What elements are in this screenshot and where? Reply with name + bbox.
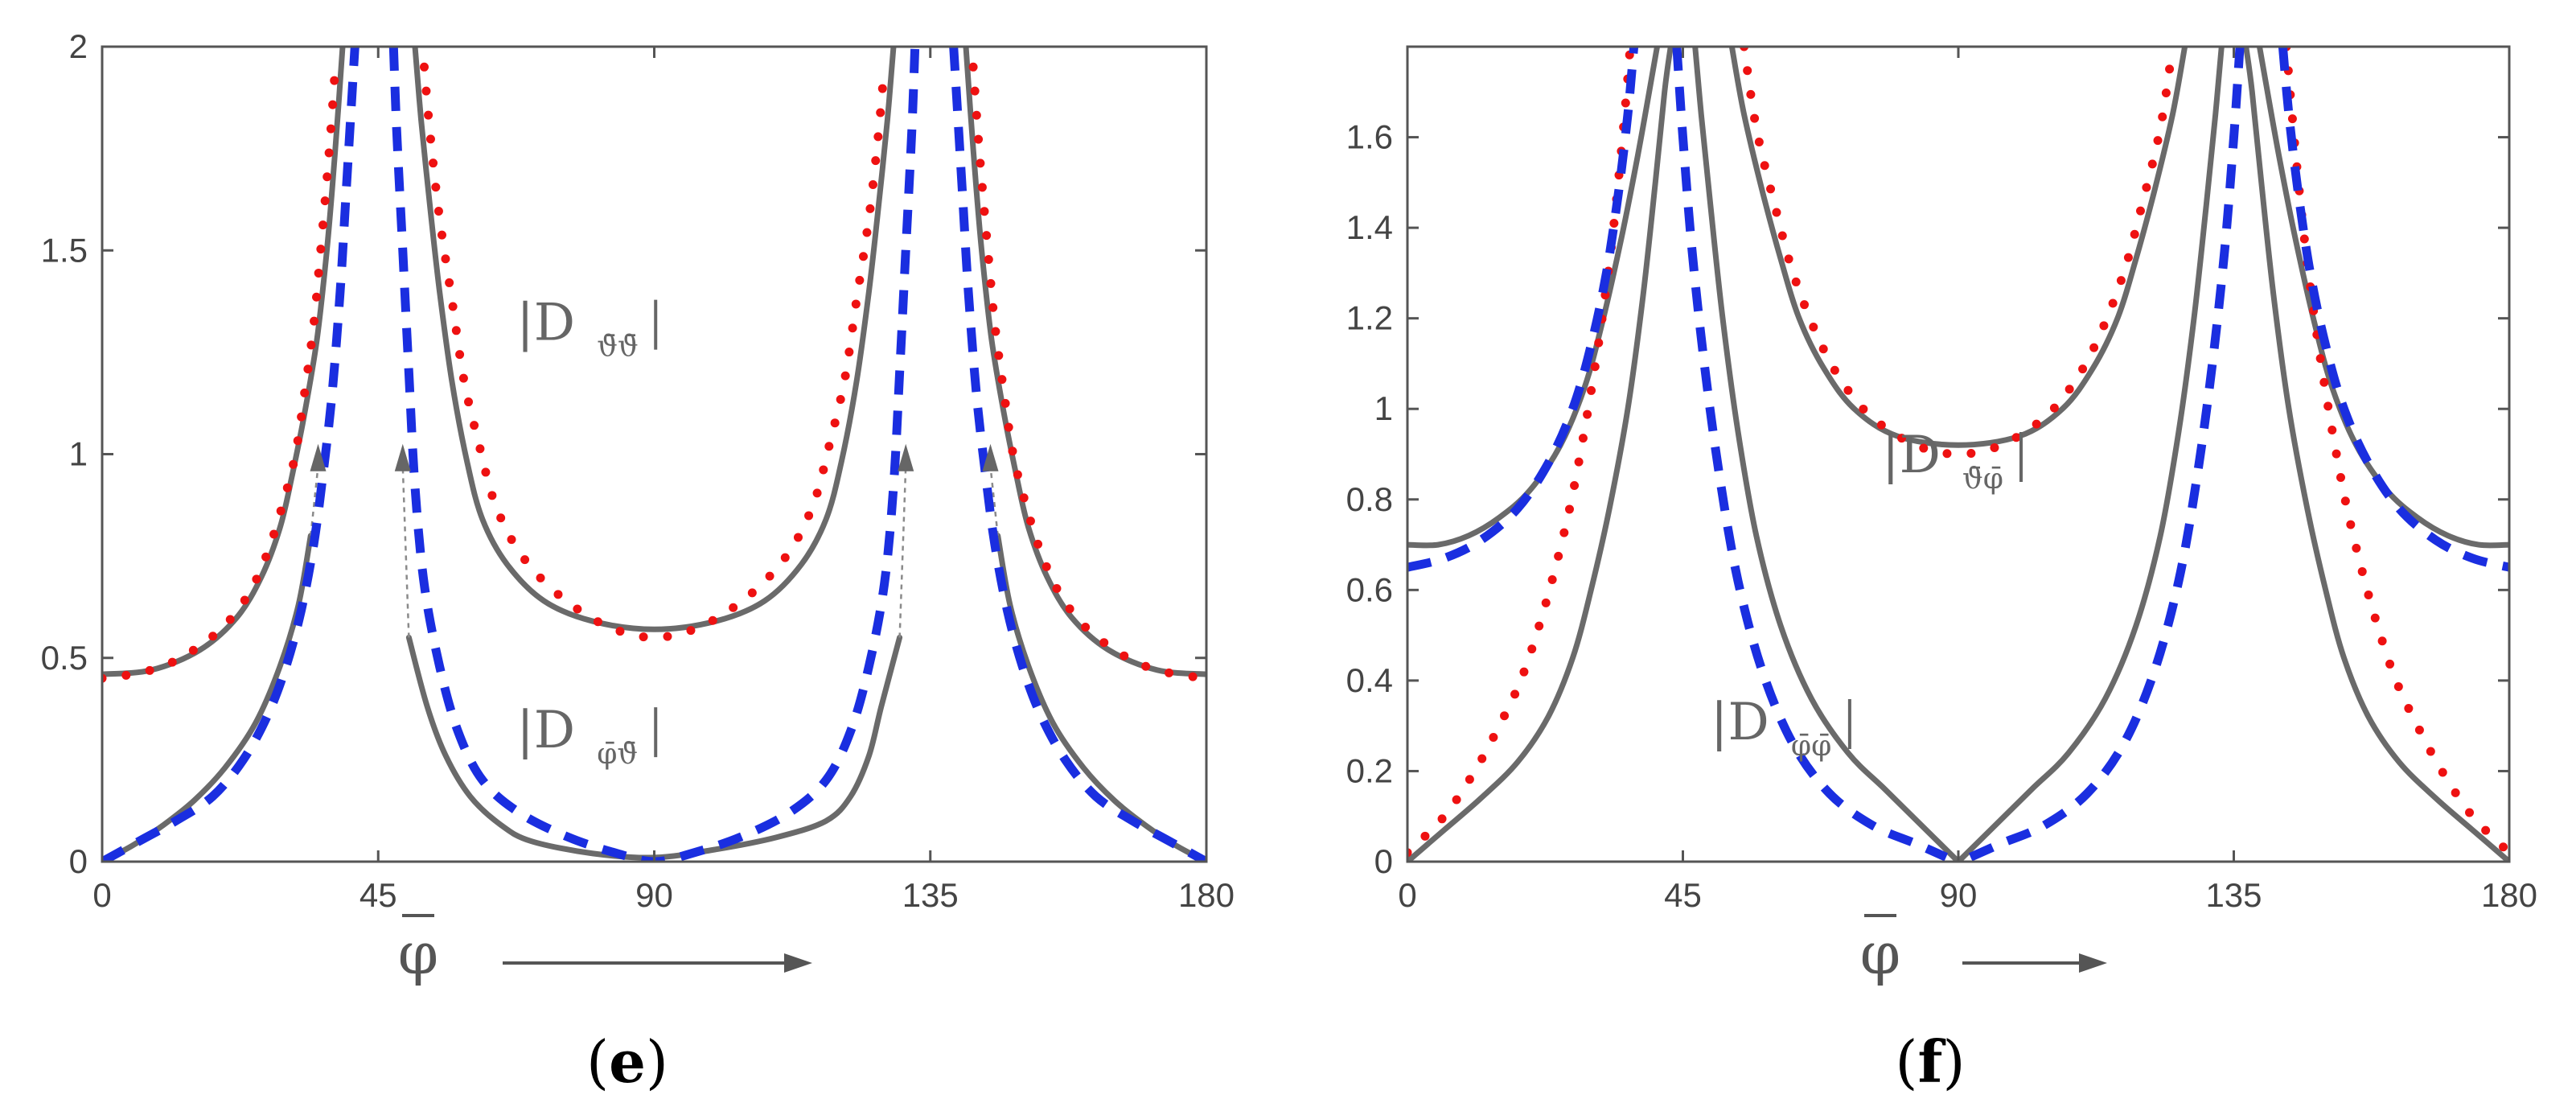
panel-e-connector-arrowhead-8 xyxy=(898,443,914,471)
panel-e-x-tick-label-0: 0 xyxy=(92,876,111,914)
panel-e-caption: (e) xyxy=(586,1027,668,1096)
panel-f-series-10-dashed-blue xyxy=(1407,47,1639,572)
panel-e-curve-label-0-sub: ϑ̄ϑ̄ xyxy=(597,331,638,364)
panel-f-curve-label-1: |D φ̄φ̄ xyxy=(1711,693,1851,763)
panel-f-curve-label-0: |D ϑ̄φ̄ xyxy=(1882,426,2023,496)
panel-f-curve-label-1-sub: φ̄φ̄ xyxy=(1791,730,1831,763)
panel-e-series-10-dotted-red xyxy=(102,62,340,683)
panel-e-y-tick-label-3: 1.5 xyxy=(41,231,88,269)
panel-f-caption: (f) xyxy=(1895,1027,1965,1096)
panel-f-x-tick-label-3: 135 xyxy=(2205,876,2262,914)
panel-e-series-11-dotted-red xyxy=(420,62,889,642)
panel-f-axes: 0 45 90 135 180 0 0.2 0.4 0.6 0.8 1 1.2 1.4 1.6 xyxy=(1346,47,2537,914)
panel-f-y-tick-label-7: 1.4 xyxy=(1346,208,1393,246)
panel-e-x-tick-label-3: 135 xyxy=(902,876,959,914)
panel-e-series-6-thin-dashed-gray xyxy=(310,466,319,536)
panel-f-x-tick-label-2: 90 xyxy=(1940,876,1978,914)
panel-f-series-12-dashed-blue xyxy=(1968,47,2245,862)
panel-f-x-tick-label-4: 180 xyxy=(2481,876,2537,914)
panel-f-series-9-dotted-red xyxy=(2282,47,2509,858)
panel-e-series-1-solid-gray xyxy=(412,47,897,632)
panel-e-curve-label-1-sub: φ̄ϑ̄ xyxy=(597,738,638,771)
panel-e-x-arrow xyxy=(503,953,812,973)
panel-f-series-11-dashed-blue xyxy=(1672,47,1949,862)
panel-f-caption-letter: f xyxy=(1918,1027,1946,1096)
panel-f-series-3-solid-gray xyxy=(1407,47,1674,862)
panel-e-x-tick-label-4: 180 xyxy=(1178,876,1235,914)
panel-e-series-13-dashed-blue xyxy=(102,47,359,862)
panel-e-series-14-dashed-blue xyxy=(388,47,920,862)
panel-f-annotations: |D ϑ̄φ̄ |D φ̄φ̄ xyxy=(1711,426,2023,763)
panel-f-series-4-solid-gray xyxy=(1692,47,1962,862)
panel-e-connector-arrowhead-7 xyxy=(394,443,411,471)
panel-f-y-tick-label-3: 0.6 xyxy=(1346,570,1393,608)
panel-f-chart: |D ϑ̄φ̄ |D φ̄φ̄ 0 45 90 135 180 0 0.2 0.4 0.6 0.8 1 1.… xyxy=(1346,45,2537,1096)
panel-f-series-1-solid-gray xyxy=(1728,47,2188,448)
panel-e-x-axis-label: φ xyxy=(398,920,438,987)
panel-f-curve-label-0-sub: ϑ̄φ̄ xyxy=(1962,463,2003,496)
panel-f-y-tick-label-5: 1 xyxy=(1374,389,1393,427)
panel-e-caption-close: ) xyxy=(646,1028,668,1096)
panel-f-curve-label-0-main: |D xyxy=(1882,426,1941,485)
panel-f-y-tick-label-1: 0.2 xyxy=(1346,751,1393,789)
panel-e-series-7-thin-dashed-gray xyxy=(401,466,410,638)
panel-e-chart: |D ϑ̄ϑ̄ |D φ̄ϑ̄ 0 45 90 135 180 0 0.5 1 1.5 2 φ (e) xyxy=(41,27,1235,1096)
panel-f-series-6-solid-gray xyxy=(2243,47,2509,862)
panel-e-annotations: |D ϑ̄ϑ̄ |D φ̄ϑ̄ xyxy=(516,294,658,771)
panel-e-series-8-thin-dashed-gray xyxy=(898,466,907,638)
panel-f-series-group xyxy=(1407,47,2509,862)
panel-f-series-2-solid-gray xyxy=(2257,47,2509,549)
panel-e-curve-label-0: |D ϑ̄ϑ̄ xyxy=(516,294,658,364)
panel-f-x-axis-label: φ xyxy=(1860,920,1900,987)
panel-e-caption-letter: e xyxy=(609,1027,646,1096)
panel-f-y-tick-label-0: 0 xyxy=(1374,842,1393,880)
panel-f-y-tick-label-2: 0.4 xyxy=(1346,661,1393,699)
panel-e-connector-arrowhead-9 xyxy=(982,443,999,471)
panel-f-x-tick-label-1: 45 xyxy=(1664,876,1702,914)
panel-e-y-tick-label-4: 2 xyxy=(69,27,88,65)
panel-f-series-5-solid-gray xyxy=(1955,47,2225,862)
panel-e-x-tick-label-1: 45 xyxy=(359,876,397,914)
panel-e-series-15-dashed-blue xyxy=(949,47,1206,862)
panel-e-series-9-thin-dashed-gray xyxy=(989,466,999,536)
panel-f-series-8-dotted-red xyxy=(1740,47,2177,459)
panel-e-y-tick-label-1: 0.5 xyxy=(41,639,88,677)
panel-e-curve-label-1: |D φ̄ϑ̄ xyxy=(516,701,658,771)
panel-f-curve-label-1-main: |D xyxy=(1711,693,1769,752)
panel-f-x-tick-label-0: 0 xyxy=(1398,876,1416,914)
panel-e-connector-arrowhead-6 xyxy=(310,443,327,471)
panel-e-curve-label-0-main: |D xyxy=(516,294,575,353)
panel-f-caption-open: ( xyxy=(1895,1028,1917,1096)
panel-e-caption-open: ( xyxy=(586,1028,609,1096)
panel-e-curve-label-1-main: |D xyxy=(516,701,575,760)
panel-e-series-0-solid-gray xyxy=(102,47,346,677)
panel-e-y-tick-label-0: 0 xyxy=(69,842,88,880)
panel-f-y-tick-label-8: 1.6 xyxy=(1346,118,1393,156)
panel-e-x-tick-label-2: 90 xyxy=(635,876,673,914)
panel-f-plot-frame xyxy=(1406,45,2511,863)
panel-f-caption-close: ) xyxy=(1942,1028,1965,1096)
panel-f-x-arrow xyxy=(1962,953,2107,973)
panel-f-series-7-dotted-red xyxy=(1407,47,1635,858)
panel-f-series-13-dashed-blue xyxy=(2278,47,2509,572)
panel-e-y-tick-label-2: 1 xyxy=(69,435,88,473)
panel-f-y-tick-label-6: 1.2 xyxy=(1346,299,1393,337)
panel-f-y-tick-label-4: 0.8 xyxy=(1346,480,1393,518)
panel-e-axes: 0 45 90 135 180 0 0.5 1 1.5 2 xyxy=(41,27,1235,914)
